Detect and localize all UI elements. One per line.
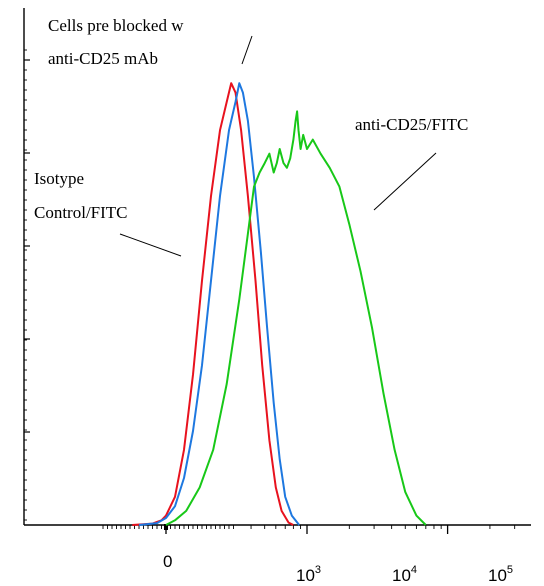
annotation-pre-blocked: Cells pre blocked w anti-CD25 mAb	[48, 16, 253, 68]
annotation-isotype-line-2: Control/FITC	[34, 203, 128, 222]
series-line-red	[132, 82, 294, 526]
series-line-blue	[138, 82, 300, 526]
annotation-isotype-pointer	[119, 233, 182, 257]
y-axis-ticks	[24, 49, 30, 521]
annotation-isotype-line-1: Isotype	[34, 169, 84, 188]
x-zero-marker	[164, 524, 168, 530]
x-tick-label-1000: 103	[296, 564, 321, 585]
annotation-pre-blocked-pointer	[241, 35, 253, 65]
x-tick-labels: 0 103 104 105	[163, 552, 513, 585]
annotation-pre-blocked-line-2: anti-CD25 mAb	[48, 49, 158, 68]
series-layer	[132, 82, 427, 526]
x-tick-label-100000: 105	[488, 564, 513, 585]
series-line-green	[165, 110, 427, 526]
x-axis-ticks	[102, 524, 516, 534]
plot-area	[23, 8, 531, 534]
x-tick-label-10000: 104	[392, 564, 417, 585]
annotation-anti-cd25: anti-CD25/FITC	[355, 115, 468, 211]
annotation-isotype: Isotype Control/FITC	[34, 169, 182, 257]
annotation-pre-blocked-line-1: Cells pre blocked w	[48, 16, 184, 35]
annotation-anti-cd25-pointer	[373, 152, 437, 211]
x-tick-label-0: 0	[163, 552, 172, 571]
annotation-anti-cd25-line-1: anti-CD25/FITC	[355, 115, 468, 134]
